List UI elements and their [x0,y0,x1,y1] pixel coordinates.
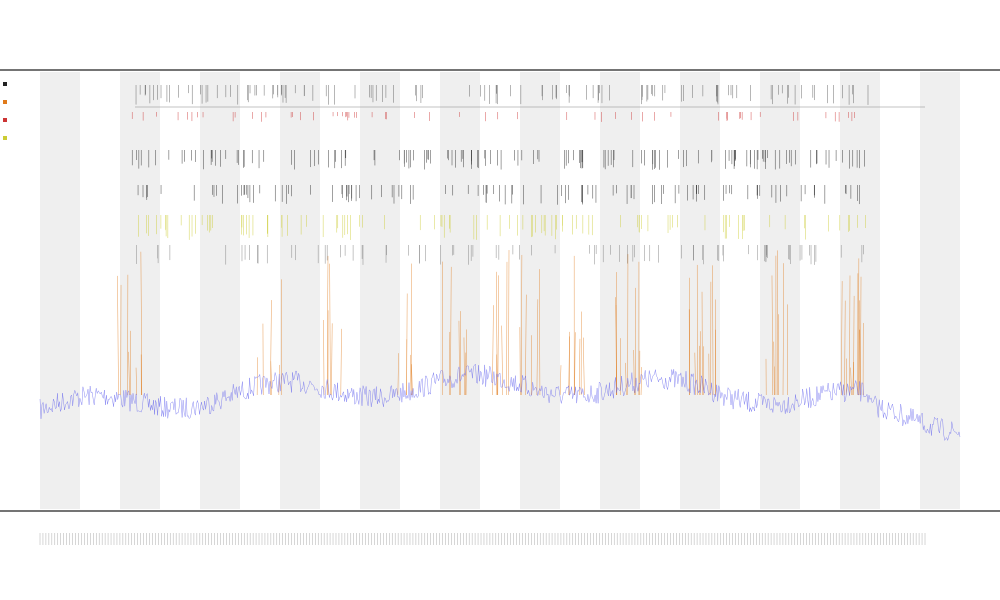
peak-spike [410,354,412,396]
legend-swatch [3,136,7,140]
peak-spike [852,361,854,396]
peak-spike [340,328,342,396]
peak-spikes [117,250,864,396]
peak-spike [411,364,413,396]
peak-spike [536,299,539,396]
peak-spike [782,263,784,396]
peak-spike [841,281,843,396]
band [680,72,720,509]
peak-spike [850,367,852,396]
band [920,72,960,509]
peak-spike [539,269,541,396]
x-tick-labels [39,533,926,545]
baseline-series [39,363,961,442]
peak-spike [625,362,627,396]
band [600,72,640,509]
peak-spike [331,323,333,396]
peak-spike [615,297,617,396]
band [760,72,800,509]
peak-spike [135,367,137,396]
peak-spike [568,331,570,396]
legend-swatch [3,82,7,86]
peak-spike [329,263,331,396]
peak-spike [640,367,642,396]
peak-spike [497,275,499,396]
peak-spike [323,319,325,396]
peak-spike [128,351,130,396]
peak-spike [458,320,460,396]
legend-swatch [3,100,7,104]
band [520,72,560,509]
peak-spike [450,266,452,396]
peak-spike [844,300,846,396]
peak-spike [397,353,399,396]
band [40,72,80,509]
band [280,72,320,509]
peak-spike [712,265,714,396]
peak-spike [465,329,467,396]
band [440,72,480,509]
band [120,72,160,509]
peak-spike [463,337,465,396]
peak-spike [501,325,503,396]
legend [3,82,7,140]
peak-spike [326,255,329,396]
peak-spike [771,275,774,396]
peak-spike [492,305,494,396]
alternating-bands [40,72,960,509]
peak-spike [583,337,585,396]
peak-spike [853,295,855,396]
peak-spike [579,338,581,396]
tick-mark-rows [131,85,869,265]
peak-spike [559,365,562,396]
legend-swatch [3,118,7,122]
peak-spike [574,332,576,396]
peak-spike [694,352,696,396]
peak-spike [278,364,280,396]
peak-spike [270,300,272,396]
band [360,72,400,509]
peak-spike [449,331,451,396]
peak-spike [860,276,862,396]
band [200,72,240,509]
peak-spike [140,251,143,396]
peak-spike [117,275,119,396]
peak-spike [521,254,523,396]
band [840,72,880,509]
